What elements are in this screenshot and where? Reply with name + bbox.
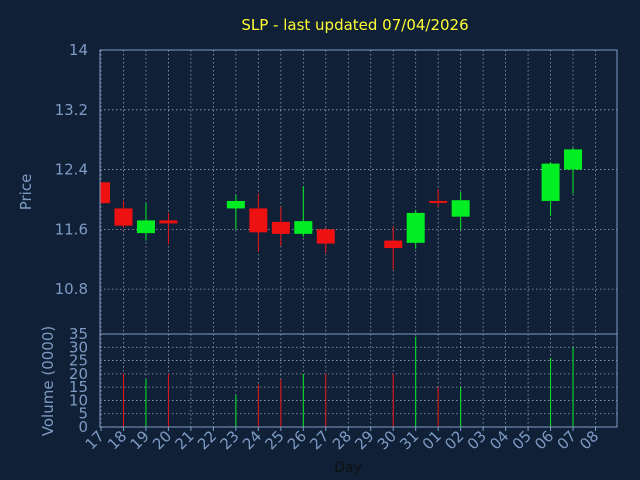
volume-grid <box>100 334 617 427</box>
candle-body-17 <box>101 182 110 204</box>
volume-tick-label: 10 <box>69 391 88 409</box>
volume-tick-label: 15 <box>69 378 88 396</box>
price-tick-label: 13.2 <box>55 101 88 119</box>
volume-tick-label: 20 <box>69 365 88 383</box>
candle-body-18 <box>114 208 133 226</box>
price-tick-label: 10.8 <box>55 280 88 298</box>
volume-tick-label: 0 <box>78 418 88 436</box>
candle-body-30 <box>384 240 403 249</box>
x-tick-labels: 1718192021222324252627282930310102030405… <box>82 427 602 453</box>
candle-body-27 <box>316 229 335 244</box>
candle-body-19 <box>136 220 155 234</box>
x-axis-label: Day <box>334 460 362 476</box>
price-grid <box>100 49 617 334</box>
candle-body-26 <box>294 221 313 234</box>
price-tick-label: 11.6 <box>55 220 88 238</box>
volume-bars <box>122 336 574 427</box>
price-tick-label: 14 <box>69 41 88 59</box>
candle-body-23 <box>226 200 245 209</box>
candle-body-25 <box>271 221 290 234</box>
x-tick-label: 08 <box>576 427 602 453</box>
price-axis-label: Price <box>17 174 35 211</box>
price-panel-frame <box>99 49 618 335</box>
volume-panel-frame <box>99 333 618 428</box>
candle-body-01 <box>429 200 448 203</box>
volume-tick-label: 35 <box>69 325 88 343</box>
volume-tick-label: 25 <box>69 352 88 370</box>
candle-body-06 <box>541 163 560 201</box>
candle-body-24 <box>249 208 268 233</box>
candle-body-20 <box>159 220 178 224</box>
volume-tick-label: 30 <box>69 338 88 356</box>
candle-body-07 <box>564 149 583 170</box>
candle-body-02 <box>451 200 470 217</box>
volume-axis-label: Volume (0000) <box>39 326 57 436</box>
volume-tick-label: 5 <box>78 405 88 423</box>
candle-body-31 <box>406 212 425 243</box>
chart-title: SLP - last updated 07/04/2026 <box>241 16 468 34</box>
price-tick-labels: 14 13.2 12.4 11.6 10.8 <box>55 41 88 298</box>
price-tick-label: 12.4 <box>55 161 88 179</box>
candles <box>100 147 583 270</box>
